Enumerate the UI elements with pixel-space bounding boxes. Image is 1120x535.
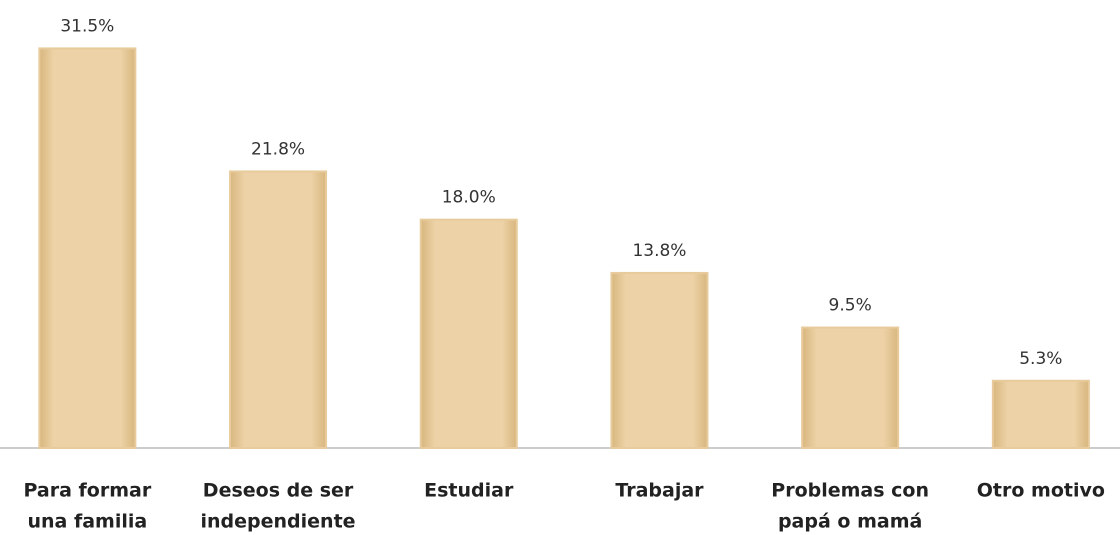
data-label: 18.0% [442, 188, 496, 208]
x-tick-label: una familia [27, 511, 147, 533]
x-tick-label: Para formar [23, 480, 151, 502]
data-label: 13.8% [632, 241, 686, 261]
x-tick-label: Problemas con [771, 480, 929, 502]
bar [419, 218, 518, 449]
data-label: 21.8% [251, 139, 305, 159]
x-tick-label: papá o mamá [778, 511, 922, 533]
data-label: 31.5% [60, 16, 114, 36]
bar [991, 379, 1090, 449]
bar [38, 47, 137, 450]
bar [610, 271, 709, 449]
x-tick-label: independiente [201, 511, 356, 533]
data-label: 9.5% [829, 295, 872, 315]
x-tick-label: Deseos de ser [203, 480, 354, 502]
data-label: 5.3% [1019, 349, 1062, 369]
bar [801, 326, 900, 449]
x-tick-label: Otro motivo [977, 480, 1105, 502]
x-tick-label: Trabajar [615, 480, 704, 502]
x-tick-label: Estudiar [424, 480, 514, 502]
bar [229, 170, 328, 450]
